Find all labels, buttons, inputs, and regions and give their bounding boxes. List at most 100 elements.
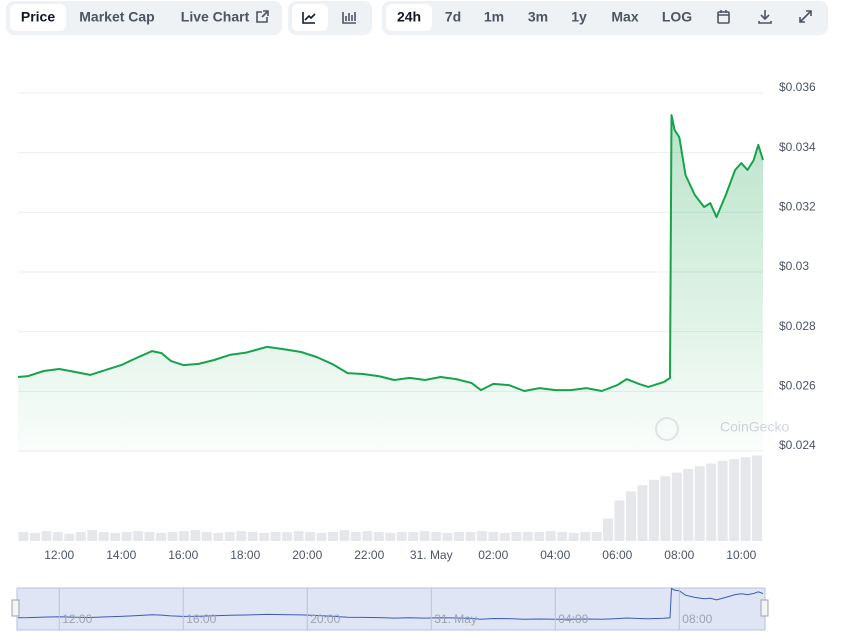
volume-bar [603,518,613,541]
nav-handle[interactable] [11,599,20,617]
volume-bar [339,530,350,541]
tab[interactable]: Price [21,9,55,25]
nav-handle[interactable] [760,599,769,617]
price-line [17,114,764,392]
volume-bar [167,532,178,541]
volume-bar [133,531,144,541]
volume-bar [476,531,487,541]
x-tick-label: 06:00 [602,548,632,562]
tab-group [6,1,282,35]
navigator-label: 12:00 [62,612,92,626]
volume-bar [534,532,545,541]
volume-bar [671,472,682,541]
volume-bar [706,463,717,541]
range-button[interactable]: 1y [571,9,587,25]
volume-bar [75,532,86,541]
volume-bar [156,532,166,541]
volume-bar [740,457,751,541]
x-tick-label: 16:00 [168,548,198,562]
y-tick-label: $0.034 [779,140,816,154]
y-tick-label: $0.032 [779,200,816,214]
volume-bar [121,532,132,541]
y-tick-label: $0.026 [779,379,816,393]
range-button[interactable]: LOG [662,9,692,25]
volume-bar [236,531,247,541]
range-button[interactable]: 3m [528,9,548,25]
range-button[interactable]: 1m [484,9,504,25]
y-tick-label: $0.024 [779,438,816,452]
volume-bar [224,532,235,541]
range-button[interactable]: 24h [397,9,421,25]
volume-bar [683,469,694,541]
x-tick-label: 12:00 [44,548,74,562]
volume-bar [270,532,281,541]
range-group [382,1,828,35]
volume-bar [625,491,636,541]
navigator[interactable] [16,587,766,631]
volume-bar [729,459,740,541]
volume-bar [87,530,98,541]
tool-icons[interactable] [717,10,812,24]
volume-bar [522,532,533,541]
volume-bar [327,532,338,541]
volume-bar [110,532,121,541]
x-tick-label: 10:00 [726,548,756,562]
range-button[interactable]: Max [611,9,638,25]
volume-bar [637,485,648,541]
volume-bar [717,460,728,541]
y-tick-label: $0.028 [779,319,816,333]
volume-bar [350,532,361,541]
volume-bar [64,533,75,541]
navigator-line [17,587,764,620]
volume-bar [454,532,464,541]
x-tick-label: 02:00 [478,548,508,562]
navigator-label: 08:00 [682,612,712,626]
volume-bar [373,532,384,541]
volume-bar [499,532,510,541]
tab[interactable]: Market Cap [79,9,154,25]
x-tick-label: 08:00 [664,548,694,562]
volume-bar [247,532,258,541]
volume-bar [694,466,705,541]
x-tick-label: 22:00 [354,548,384,562]
volume-bar [98,532,109,541]
range-button[interactable]: 7d [445,9,461,25]
tab[interactable]: Live Chart [181,9,250,25]
x-tick-label: 14:00 [106,548,136,562]
volume-bar [591,532,602,541]
volume-bar [511,532,522,541]
volume-bar [213,532,224,541]
volume-bar [660,476,671,541]
tab-active [10,4,66,31]
navigator-label: 04:00 [558,612,588,626]
line-icon [302,12,316,24]
volume-bar [488,532,499,541]
navigator-label: 20:00 [310,612,340,626]
volume-bar [431,532,442,541]
y-tick-label: $0.036 [779,80,816,94]
volume-bar [557,532,568,541]
x-tick-label: 31. May [410,548,453,562]
x-tick-label: 18:00 [230,548,260,562]
volume-bar [385,532,396,541]
y-tick-label: $0.03 [779,259,809,273]
x-tick-label: 04:00 [540,548,570,562]
volume-bar [580,532,591,541]
volume-bar [545,531,556,541]
volume-bar [316,532,327,541]
volume-bar [752,455,762,541]
candle-icon[interactable] [342,12,356,24]
range-active [386,4,432,31]
volume-bar [41,531,52,541]
volume-bar [18,532,29,541]
volume-bar [465,532,476,541]
volume-bar [362,531,373,541]
external-icon [256,10,269,23]
price-area [18,115,763,451]
volume-bar [282,532,293,541]
volume-bar [201,532,212,541]
volume-bar [293,531,304,541]
volume-bar [29,532,40,541]
